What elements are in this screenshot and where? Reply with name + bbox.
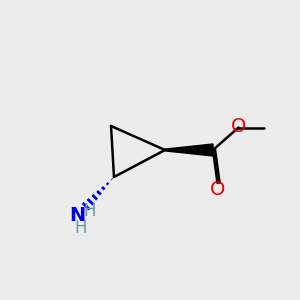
Text: O: O (231, 116, 246, 136)
Polygon shape (165, 144, 213, 156)
Text: N: N (69, 206, 85, 225)
Text: H: H (84, 202, 96, 220)
Text: O: O (210, 180, 225, 199)
Text: H: H (75, 219, 87, 237)
